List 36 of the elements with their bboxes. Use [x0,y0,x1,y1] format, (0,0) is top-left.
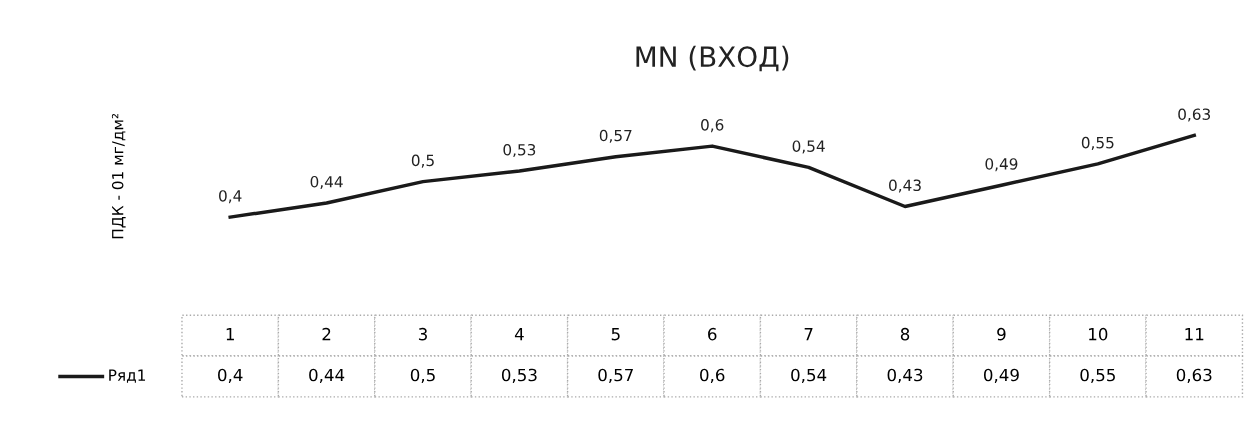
data-label: 0,63 [1176,368,1212,383]
x-tick-label: 3 [418,327,427,341]
legend-label: Ряд1 [109,369,146,383]
x-tick-label: 10 [1089,327,1108,341]
x-tick-label: 5 [611,328,620,341]
data-label: 0,55 [1080,368,1115,383]
data-label: 0,44 [309,368,345,383]
data-label: 0,57 [598,368,633,383]
x-tick-label: 8 [900,327,910,341]
text: 0,53 [503,143,536,158]
x-tick-label: 11 [1185,328,1204,341]
data-label: 0,43 [887,368,923,383]
text: 0,43 [889,179,921,193]
chart-title: MN (ВХОД) [636,45,789,72]
data-label: 0,6 [700,368,725,383]
text: 0,4 [219,190,242,204]
x-tick-label: 1 [226,328,234,341]
x-tick-label: 7 [804,328,813,341]
text: 0,63 [1178,108,1211,122]
text: 0,5 [411,154,434,168]
data-label: 0,49 [983,368,1019,383]
data-label: 0,5 [410,368,435,383]
x-tick-label: 4 [514,328,524,341]
text: 0,55 [1081,136,1114,150]
text: 0,6 [701,119,724,133]
text: 0,49 [985,158,1018,172]
data-label: 0,54 [791,368,827,383]
data-label: 0,53 [501,368,537,383]
text: 0,57 [599,129,632,143]
x-tick-label: 9 [997,327,1006,341]
x-tick-label: 6 [708,327,717,341]
x-tick-label: 2 [322,327,331,341]
y-axis-title: ПДК - 01 мг/дм² [111,113,126,239]
data-label: 0,4 [218,368,243,383]
text: 0,54 [792,140,825,154]
text: 0,44 [310,175,343,190]
